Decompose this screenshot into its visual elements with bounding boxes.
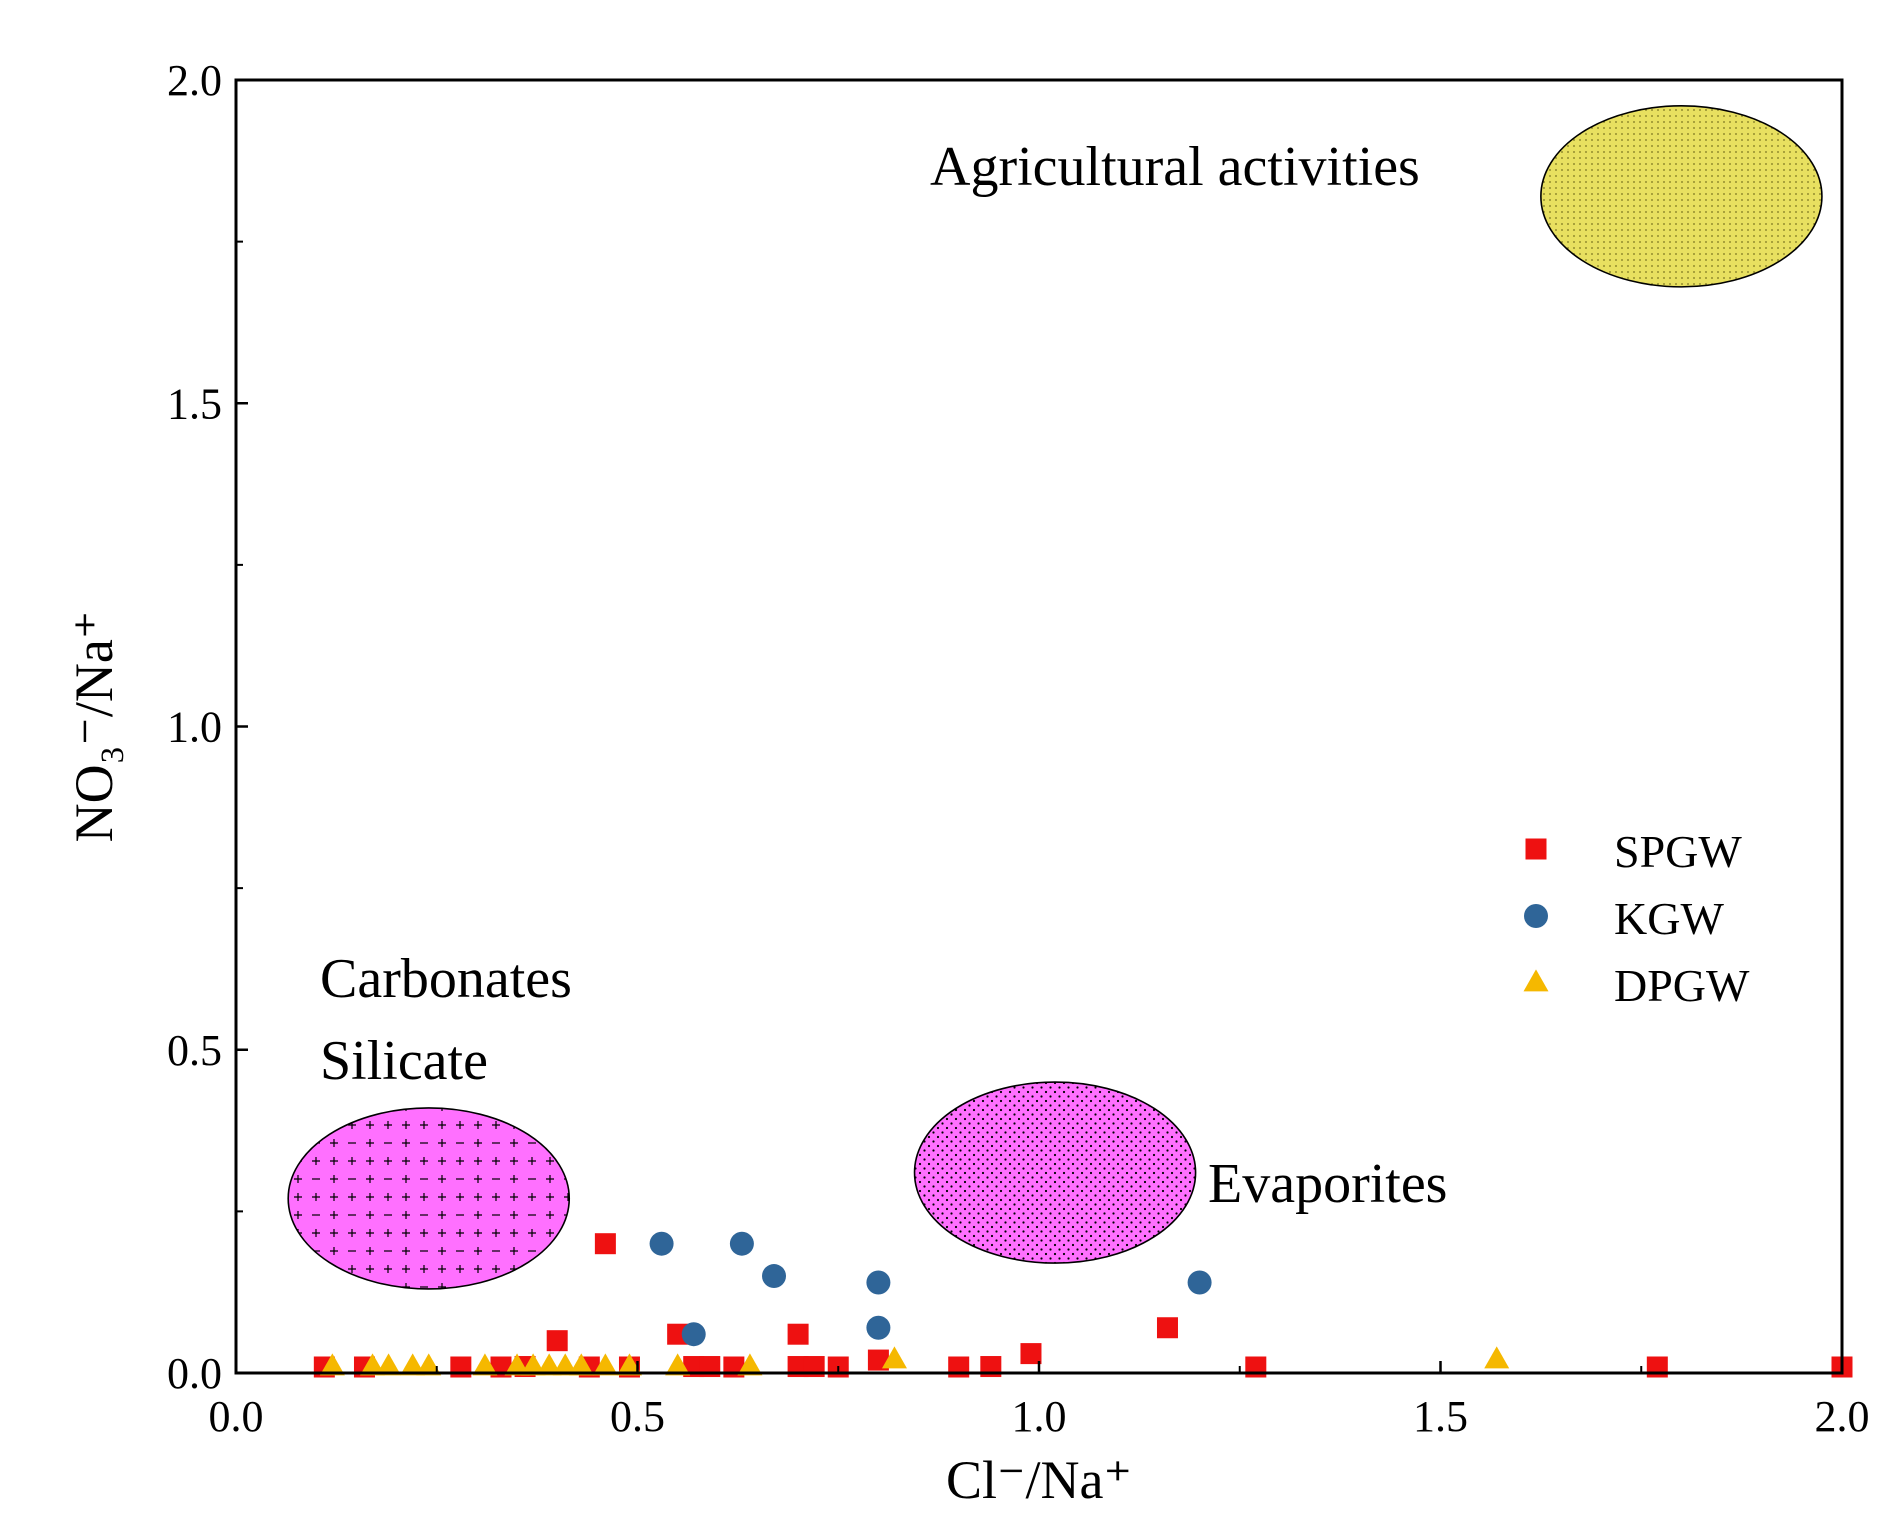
y-tick-label: 0.5: [167, 1026, 222, 1075]
data-point-spgw: [594, 1233, 616, 1255]
region-label-agricultural-activities: Agricultural activities: [930, 136, 1420, 198]
region-label-evaporites: Evaporites: [1208, 1153, 1447, 1215]
x-tick-label: 2.0: [1815, 1392, 1870, 1441]
legend-marker-dpgw: [1523, 969, 1549, 992]
y-axis-title: NO₃⁻/Na⁺: [64, 611, 124, 843]
data-point-kgw: [681, 1322, 706, 1347]
data-point-dpgw: [319, 1353, 345, 1376]
x-tick-label: 0.0: [209, 1392, 264, 1441]
data-point-spgw: [546, 1330, 568, 1352]
data-point-dpgw: [472, 1353, 498, 1376]
data-point-dpgw: [376, 1353, 402, 1376]
data-point-dpgw: [552, 1353, 578, 1376]
series-kgw: [649, 1231, 1212, 1347]
data-point-dpgw: [881, 1346, 907, 1369]
data-point-dpgw: [416, 1353, 442, 1376]
data-point-dpgw: [737, 1353, 763, 1376]
data-point-dpgw: [504, 1353, 530, 1376]
legend-marker-spgw: [1525, 838, 1547, 860]
data-point-dpgw: [665, 1353, 691, 1376]
legend-label-spgw: SPGW: [1614, 826, 1742, 877]
data-point-spgw: [867, 1349, 889, 1371]
legend: SPGW KGW DPGW: [1523, 826, 1750, 1011]
x-tick-label: 0.5: [610, 1392, 665, 1441]
region-layer: [287, 105, 1823, 1290]
data-point-dpgw: [360, 1353, 386, 1376]
region-label-carbonates: Carbonates: [320, 948, 572, 1010]
data-point-dpgw: [520, 1353, 546, 1376]
x-axis: 0.0 0.5 1.0 1.5 2.0: [209, 1361, 1870, 1441]
y-axis: 0.0 0.5 1.0 1.5 2.0: [167, 56, 248, 1398]
series-dpgw: [319, 1346, 1510, 1376]
data-point-spgw: [1156, 1317, 1178, 1339]
region-carbonates-silicate-ellipse: [287, 1107, 571, 1290]
region-labels: Agricultural activities Carbonates Silicat…: [320, 136, 1447, 1215]
data-point-dpgw: [1484, 1346, 1510, 1369]
data-point-kgw: [1187, 1270, 1212, 1295]
data-point-dpgw: [616, 1353, 642, 1376]
data-point-dpgw: [400, 1353, 426, 1376]
x-tick-label: 1.5: [1413, 1392, 1468, 1441]
data-point-kgw: [649, 1231, 674, 1256]
x-tick-label: 1.0: [1012, 1392, 1067, 1441]
y-tick-label: 2.0: [167, 56, 222, 105]
data-point-dpgw: [536, 1353, 562, 1376]
legend-item-dpgw: DPGW: [1523, 960, 1750, 1011]
region-agricultural-activities-ellipse: [1540, 105, 1823, 288]
data-point-kgw: [729, 1231, 754, 1256]
x-axis-title: Cl⁻/Na⁺: [946, 1450, 1132, 1510]
data-point-dpgw: [592, 1353, 618, 1376]
legend-label-kgw: KGW: [1614, 893, 1724, 944]
region-label-silicate: Silicate: [320, 1030, 488, 1092]
data-point-spgw: [667, 1323, 689, 1345]
region-evaporites-ellipse: [913, 1081, 1197, 1264]
legend-item-kgw: KGW: [1524, 893, 1724, 944]
data-point-kgw: [866, 1270, 891, 1295]
data-point-spgw: [787, 1323, 809, 1345]
y-tick-label: 1.5: [167, 379, 222, 428]
data-point-spgw: [1020, 1343, 1042, 1365]
data-point-kgw: [762, 1264, 787, 1289]
y-tick-label: 1.0: [167, 703, 222, 752]
data-point-dpgw: [568, 1353, 594, 1376]
legend-marker-kgw: [1524, 904, 1548, 928]
legend-item-spgw: SPGW: [1525, 826, 1742, 877]
y-tick-label: 0.0: [167, 1349, 222, 1398]
legend-label-dpgw: DPGW: [1614, 960, 1750, 1011]
data-point-kgw: [866, 1315, 891, 1340]
